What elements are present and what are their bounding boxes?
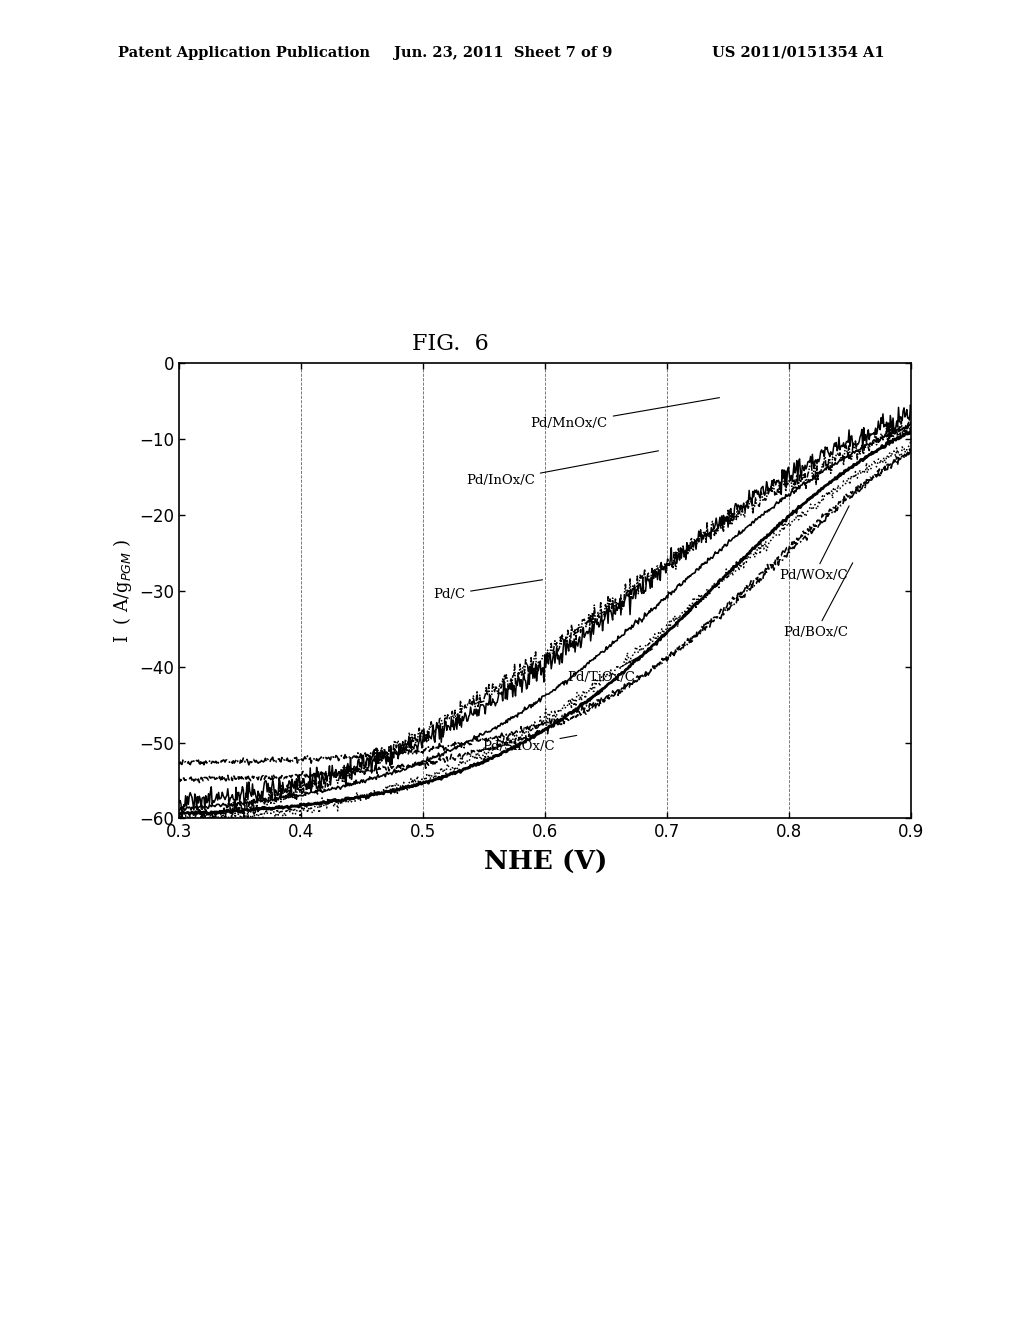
Text: Patent Application Publication: Patent Application Publication	[118, 46, 370, 59]
Text: Pd/TiOx/C: Pd/TiOx/C	[567, 649, 652, 685]
Text: Pd/BOx/C: Pd/BOx/C	[783, 562, 853, 639]
Y-axis label: I  ( A/g$_{PGM}$ ): I ( A/g$_{PGM}$ )	[111, 539, 134, 643]
Text: Pd/WOx/C: Pd/WOx/C	[779, 506, 849, 582]
Text: FIG.  6: FIG. 6	[413, 333, 488, 355]
Text: Pd/InOx/C: Pd/InOx/C	[466, 451, 658, 487]
Text: Pd/SnOx/C: Pd/SnOx/C	[482, 735, 577, 752]
X-axis label: NHE (V): NHE (V)	[483, 850, 607, 875]
Text: Jun. 23, 2011  Sheet 7 of 9: Jun. 23, 2011 Sheet 7 of 9	[394, 46, 612, 59]
Text: Pd/MnOx/C: Pd/MnOx/C	[530, 397, 720, 430]
Text: Pd/C: Pd/C	[433, 579, 543, 601]
Text: US 2011/0151354 A1: US 2011/0151354 A1	[712, 46, 885, 59]
